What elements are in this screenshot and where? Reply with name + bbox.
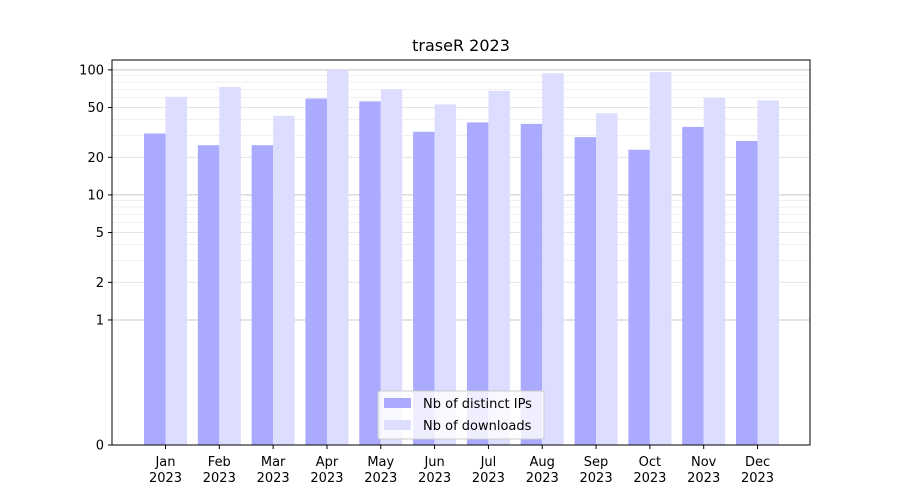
bar-downloads bbox=[326, 69, 349, 446]
y-tick-label: 100 bbox=[79, 63, 104, 78]
x-tick-label: Mar 2023 bbox=[257, 455, 290, 486]
bar-ips bbox=[574, 137, 597, 445]
bar-downloads bbox=[273, 115, 295, 445]
bar-downloads bbox=[434, 104, 457, 445]
x-tick-label: Aug 2023 bbox=[526, 455, 559, 486]
bar-downloads bbox=[488, 90, 510, 446]
bar-ips bbox=[466, 122, 489, 445]
x-tick-label: Jan 2023 bbox=[149, 455, 182, 486]
x-tick-label: May 2023 bbox=[364, 455, 397, 486]
bar-ips bbox=[682, 126, 704, 446]
bar-downloads bbox=[703, 97, 726, 445]
y-tick-label: 0 bbox=[96, 439, 104, 454]
x-tick-label: Feb 2023 bbox=[203, 455, 236, 486]
bar-ips bbox=[305, 98, 327, 446]
bar-downloads bbox=[757, 100, 780, 445]
bars bbox=[144, 69, 780, 446]
legend-label-downloads: Nb of downloads bbox=[423, 419, 532, 434]
bar-downloads bbox=[165, 96, 187, 445]
legend-swatch-ips bbox=[384, 398, 411, 408]
y-tick-label: 5 bbox=[96, 226, 104, 241]
bar-downloads bbox=[542, 73, 564, 446]
chart-title: traseR 2023 bbox=[412, 36, 510, 55]
legend-swatch-downloads bbox=[384, 420, 411, 430]
x-tick-label: Oct 2023 bbox=[633, 455, 666, 486]
bar-ips bbox=[520, 123, 543, 445]
bar-ips bbox=[197, 145, 220, 445]
bar-ips bbox=[251, 145, 274, 445]
x-tick-label: Apr 2023 bbox=[310, 455, 343, 486]
x-tick-label: Sep 2023 bbox=[580, 455, 613, 486]
bar-ips bbox=[144, 133, 166, 445]
plot-frame bbox=[111, 59, 811, 446]
legend-box bbox=[377, 390, 545, 440]
legend: Nb of distinct IPs Nb of downloads bbox=[377, 390, 545, 440]
legend-label-ips: Nb of distinct IPs bbox=[423, 397, 532, 412]
x-tick-label: Dec 2023 bbox=[741, 455, 774, 486]
x-axis: Jan 2023 Feb 2023 Mar 2023 Apr 2023 May 2023 Jun 20… bbox=[149, 445, 774, 486]
y-tick-label: 1 bbox=[96, 313, 104, 328]
x-tick-label: Jul 2023 bbox=[472, 455, 505, 486]
bar-downloads bbox=[380, 89, 403, 445]
bar-ips bbox=[736, 140, 758, 445]
x-tick-label: Nov 2023 bbox=[687, 455, 720, 486]
bar-ips bbox=[628, 149, 650, 446]
bar-downloads bbox=[596, 113, 618, 445]
bar-downloads bbox=[219, 86, 241, 445]
y-tick-label: 2 bbox=[96, 276, 104, 291]
bar-downloads bbox=[649, 72, 672, 445]
y-tick-label: 50 bbox=[87, 101, 104, 116]
y-tick-label: 10 bbox=[87, 188, 104, 203]
x-tick-label: Jun 2023 bbox=[418, 455, 451, 486]
bar-ips bbox=[359, 101, 381, 445]
y-tick-label: 20 bbox=[87, 151, 104, 166]
y-axis: 0 1 2 5 10 20 50 100 bbox=[79, 63, 112, 454]
bar-ips bbox=[413, 131, 435, 445]
